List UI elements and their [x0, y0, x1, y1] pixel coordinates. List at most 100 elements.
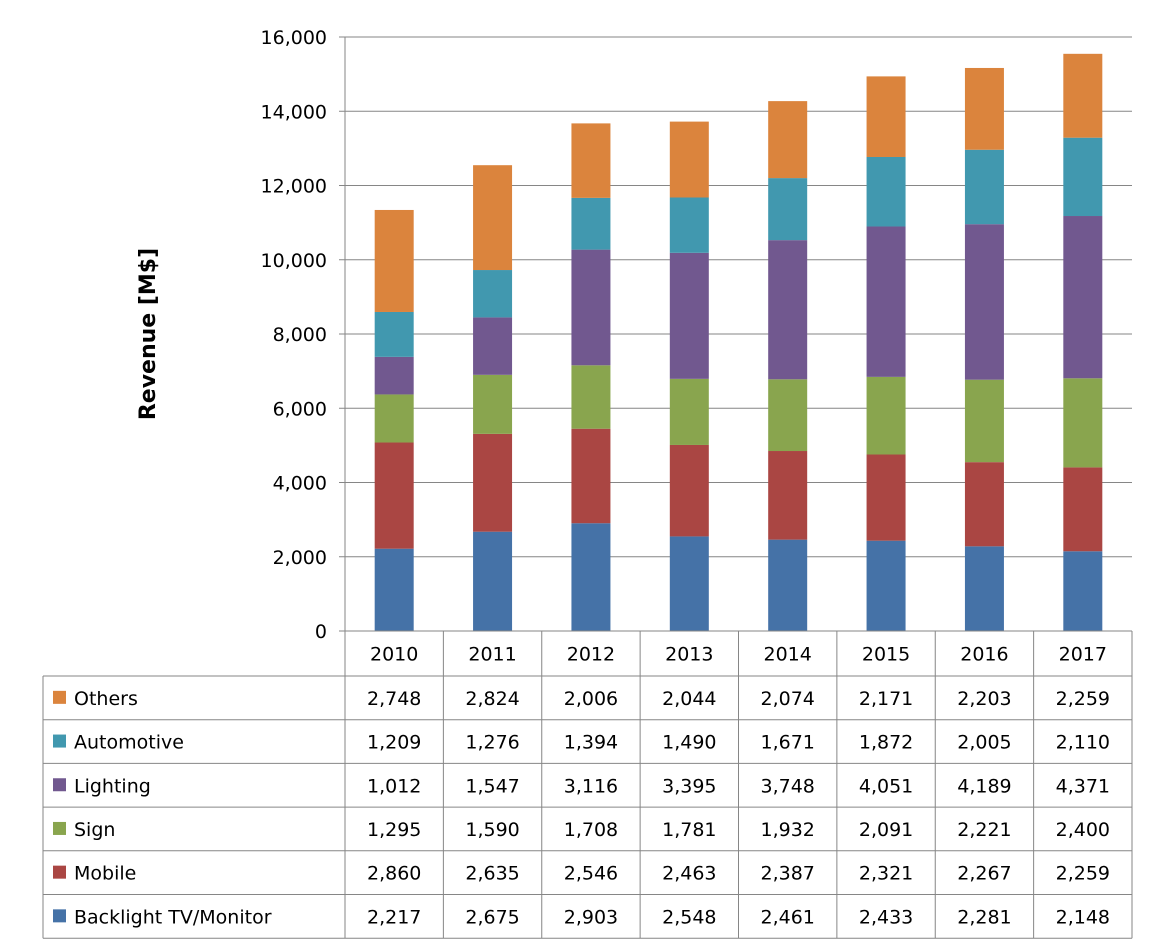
- bar-segment: [768, 178, 808, 241]
- bar-segment: [374, 356, 414, 395]
- grid-lines: [339, 36, 1132, 632]
- data-table: 2010 2011 2012 2013 2014 2015 2016 2017 Others 2,…: [42, 630, 1133, 939]
- data-label: 2,171: [859, 688, 913, 710]
- y-axis-label: Revenue [M$]: [136, 248, 161, 420]
- data-label: 2,461: [760, 906, 814, 928]
- bar-segment: [473, 270, 513, 318]
- data-label: 2,433: [859, 906, 913, 928]
- data-label: 2,463: [662, 863, 716, 885]
- bar-segment: [866, 156, 906, 227]
- bar-segment: [1063, 137, 1103, 217]
- data-label: 2,217: [367, 906, 421, 928]
- data-label: 1,547: [465, 775, 519, 797]
- bar-segment: [768, 379, 808, 452]
- y-tick-label: 16,000: [261, 27, 327, 49]
- y-tick-label: 10,000: [261, 250, 327, 272]
- data-label: 1,590: [465, 819, 519, 841]
- series-name: Automotive: [74, 732, 184, 754]
- data-label: 2,400: [1056, 819, 1110, 841]
- y-tick-label: 12,000: [261, 176, 327, 198]
- bar-segment: [768, 451, 808, 540]
- bar-segment: [964, 224, 1004, 380]
- bar-segment: [473, 165, 513, 271]
- bar-segment: [964, 67, 1004, 150]
- bar-segment: [571, 249, 611, 366]
- bar-segment: [768, 101, 808, 179]
- category-label: 2010: [370, 644, 418, 666]
- bar-segment: [768, 539, 808, 631]
- bar-segment: [374, 311, 414, 357]
- bar-segment: [571, 365, 611, 429]
- data-label: 2,259: [1056, 863, 1110, 885]
- data-label: 2,903: [564, 906, 618, 928]
- legend-key: [53, 865, 66, 879]
- bar-segment: [866, 540, 906, 631]
- bar-segment: [374, 442, 414, 549]
- bar-segment: [571, 197, 611, 250]
- bar-segment: [1063, 551, 1103, 631]
- data-label: 2,259: [1056, 688, 1110, 710]
- data-label: 2,321: [859, 863, 913, 885]
- data-label: 2,005: [957, 732, 1011, 754]
- data-label: 2,281: [957, 906, 1011, 928]
- bar-segment: [669, 444, 709, 537]
- data-label: 1,708: [564, 819, 618, 841]
- bar-segment: [374, 548, 414, 631]
- data-label: 2,635: [465, 863, 519, 885]
- data-label: 2,006: [564, 688, 618, 710]
- category-label: 2011: [468, 644, 516, 666]
- bar-segment: [866, 454, 906, 541]
- data-label: 1,932: [760, 819, 814, 841]
- data-label: 4,189: [957, 775, 1011, 797]
- legend-key: [53, 821, 66, 835]
- data-label: 4,371: [1056, 775, 1110, 797]
- bar-segment: [669, 536, 709, 631]
- y-tick-label: 4,000: [273, 473, 327, 495]
- bar-segment: [866, 376, 906, 455]
- data-label: 2,148: [1056, 906, 1110, 928]
- data-label: 2,091: [859, 819, 913, 841]
- y-tick-label: 6,000: [273, 398, 327, 420]
- data-label: 2,110: [1056, 732, 1110, 754]
- data-label: 2,387: [760, 863, 814, 885]
- data-label: 3,748: [760, 775, 814, 797]
- bar-segment: [473, 531, 513, 631]
- data-label: 1,872: [859, 732, 913, 754]
- bar-segment: [1063, 216, 1103, 379]
- data-label: 1,209: [367, 732, 421, 754]
- data-label: 2,675: [465, 906, 519, 928]
- data-label: 2,860: [367, 863, 421, 885]
- bar-segment: [866, 76, 906, 157]
- bar-segment: [964, 546, 1004, 631]
- category-label: 2017: [1059, 644, 1107, 666]
- data-label: 2,267: [957, 863, 1011, 885]
- data-label: 2,221: [957, 819, 1011, 841]
- bar-segment: [669, 197, 709, 253]
- legend-key: [53, 778, 66, 792]
- data-label: 3,395: [662, 775, 716, 797]
- data-label: 2,074: [760, 688, 814, 710]
- data-label: 1,012: [367, 775, 421, 797]
- data-label: 2,044: [662, 688, 716, 710]
- category-label: 2013: [665, 644, 713, 666]
- series-name: Backlight TV/Monitor: [74, 906, 272, 928]
- series-name: Lighting: [74, 775, 151, 797]
- bar-segment: [374, 394, 414, 443]
- category-label: 2014: [764, 644, 812, 666]
- bar-segment: [964, 462, 1004, 547]
- bar-segment: [964, 149, 1004, 225]
- bar-segment: [669, 252, 709, 379]
- bar-segment: [473, 317, 513, 375]
- series-name: Sign: [74, 819, 115, 841]
- data-label: 2,548: [662, 906, 716, 928]
- bar-segment: [571, 123, 611, 198]
- y-tick-label: 8,000: [273, 324, 327, 346]
- data-label: 2,748: [367, 688, 421, 710]
- bar-segment: [1063, 53, 1103, 138]
- legend-key: [53, 690, 66, 704]
- category-label: 2016: [960, 644, 1008, 666]
- bar-segment: [964, 379, 1004, 463]
- data-label: 1,781: [662, 819, 716, 841]
- data-label: 3,116: [564, 775, 618, 797]
- data-label: 1,295: [367, 819, 421, 841]
